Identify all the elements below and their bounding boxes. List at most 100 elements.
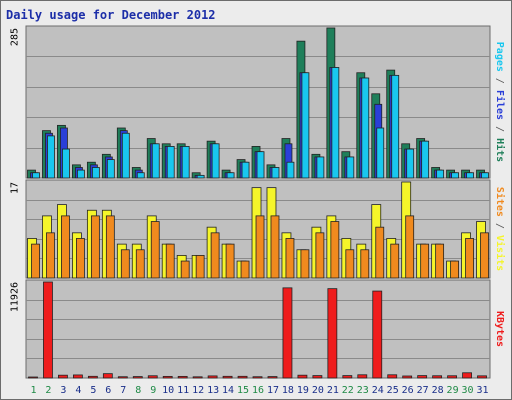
- legend-kbytes: KBytes: [495, 311, 506, 347]
- day-label: 18: [282, 385, 294, 396]
- pages-bar: [151, 143, 160, 179]
- kbytes-bar: [237, 375, 248, 379]
- day-label: 15: [237, 385, 249, 396]
- pages-bar: [77, 169, 85, 179]
- day-label: 14: [222, 385, 234, 396]
- pages-bar: [241, 161, 250, 179]
- legend-files: Files: [495, 90, 507, 120]
- chart-title: Daily usage for December 2012: [6, 8, 216, 22]
- day-label: 1: [30, 385, 36, 396]
- day-label: 9: [150, 385, 156, 396]
- kbytes-bar: [28, 376, 38, 379]
- pages-bar: [256, 151, 265, 179]
- day-label: 22: [342, 385, 354, 396]
- day-label: 26: [402, 385, 414, 396]
- day-label: 2: [45, 385, 51, 396]
- day-label: 10: [162, 385, 174, 396]
- kbytes-legend: KBytes: [495, 311, 506, 347]
- pages-bar: [91, 167, 100, 179]
- pages-bar: [136, 172, 145, 179]
- sites-bar: [375, 226, 385, 279]
- kbytes-bar: [387, 374, 398, 379]
- kbytes-bar: [327, 288, 338, 379]
- kbytes-bar: [267, 376, 278, 379]
- sites-bar: [450, 260, 459, 279]
- kbytes-bar: [43, 281, 53, 379]
- day-label: 6: [105, 385, 111, 396]
- kbytes-plot-area: [25, 279, 491, 379]
- sites-bar: [105, 215, 115, 279]
- visitors-legend: Sites / Visits: [495, 187, 507, 271]
- day-label: 12: [192, 385, 204, 396]
- sites-bar: [435, 243, 445, 279]
- kbytes-bar: [177, 375, 188, 379]
- sites-bar: [120, 249, 130, 279]
- sites-bar: [61, 215, 70, 279]
- sites-bar: [240, 260, 250, 279]
- pages-bar: [316, 156, 325, 179]
- pages-bar: [226, 172, 235, 179]
- kbytes-bar: [297, 374, 308, 379]
- day-label: 28: [432, 385, 444, 396]
- pages-bar: [466, 172, 474, 179]
- day-label: 5: [90, 385, 96, 396]
- day-label: 8: [135, 385, 141, 396]
- pages-bar: [47, 135, 55, 179]
- visitors-max-label: 17: [10, 182, 21, 194]
- sites-bar: [390, 243, 400, 279]
- requests-legend: Pages / Files / Hits: [495, 42, 507, 162]
- kbytes-bar: [477, 375, 487, 379]
- kbytes-bar: [192, 376, 203, 379]
- day-label: 20: [312, 385, 324, 396]
- sites-bar: [270, 215, 280, 279]
- pages-bar: [436, 169, 445, 179]
- pages-bar: [481, 172, 489, 179]
- kbytes-bar: [462, 372, 472, 379]
- sites-bar: [300, 249, 310, 279]
- pages-bar: [106, 159, 115, 179]
- pages-bar: [32, 172, 40, 179]
- legend-sites: Sites: [495, 187, 507, 217]
- legend-sep1: /: [495, 72, 506, 90]
- sites-bar: [135, 249, 145, 279]
- pages-bar: [121, 132, 130, 179]
- sites-bar: [180, 260, 190, 279]
- sites-bar: [255, 215, 265, 279]
- kbytes-bar: [342, 375, 353, 379]
- sites-bar: [360, 249, 370, 279]
- kbytes-bar: [102, 373, 113, 379]
- day-label: 4: [75, 385, 81, 396]
- pages-bar: [346, 156, 355, 179]
- sites-bar: [345, 249, 355, 279]
- pages-bar: [196, 174, 205, 179]
- kbytes-bar: [402, 375, 413, 379]
- kbytes-bar: [312, 375, 323, 379]
- day-label: 29: [447, 385, 459, 396]
- kbytes-bar: [147, 375, 158, 379]
- legend-pages: Pages: [495, 42, 506, 72]
- day-label: 11: [177, 385, 189, 396]
- pages-bar: [286, 161, 295, 179]
- legend-sep2: /: [495, 120, 506, 138]
- sites-bar: [31, 243, 40, 279]
- kbytes-bar: [417, 375, 428, 379]
- kbytes-bar: [252, 376, 263, 379]
- requests-max-label: 285: [10, 28, 21, 46]
- kbytes-bar: [222, 375, 233, 379]
- sites-bar: [330, 221, 340, 279]
- day-label: 24: [372, 385, 384, 396]
- sites-bar: [210, 232, 220, 279]
- pages-bar: [406, 148, 415, 179]
- sites-bar: [76, 238, 85, 279]
- legend-hits: Hits: [495, 138, 507, 162]
- pages-bar: [391, 74, 400, 179]
- kbytes-bar: [432, 375, 443, 379]
- pages-bar: [421, 140, 430, 179]
- kbytes-bar: [117, 376, 128, 379]
- pages-bar: [376, 127, 385, 179]
- kbytes-bar: [162, 375, 173, 379]
- day-label: 21: [327, 385, 339, 396]
- pages-bar: [361, 77, 370, 179]
- kbytes-bar: [207, 375, 218, 379]
